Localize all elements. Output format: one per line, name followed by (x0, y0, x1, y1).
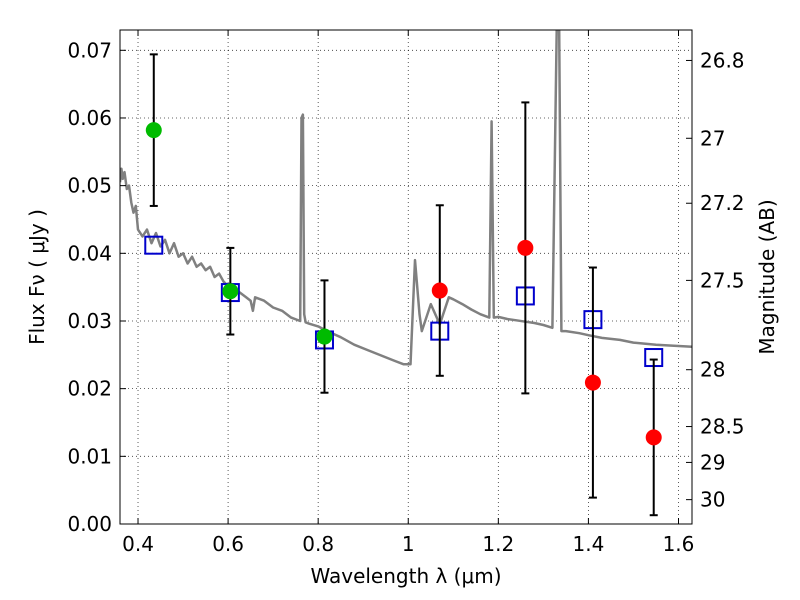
y-tick-label: 0.06 (67, 106, 112, 130)
right-tick-label: 27 (700, 126, 725, 150)
data-point (431, 282, 448, 299)
y-tick-label: 0.07 (67, 38, 112, 62)
right-tick-label: 29 (700, 450, 725, 474)
right-tick-label: 30 (700, 488, 725, 512)
y-tick-label: 0.01 (67, 444, 112, 468)
axes-frame (119, 29, 693, 525)
y-axis-label: Flux Fν ( μJy ) (25, 209, 49, 345)
y-tick-label: 0.03 (67, 309, 112, 333)
x-tick-label: 1.6 (663, 532, 695, 556)
y-tick-label: 0.04 (67, 241, 112, 265)
data-point (145, 122, 162, 139)
right-tick-label: 28.5 (700, 415, 745, 439)
x-tick-label: 0.6 (212, 532, 244, 556)
x-tick-label: 1.4 (573, 532, 605, 556)
right-axis-label: Magnitude (AB) (755, 199, 779, 354)
data-point (316, 328, 333, 345)
x-tick-label: 1 (402, 532, 415, 556)
right-tick-label: 26.8 (700, 48, 745, 72)
model-photometry-square (144, 235, 164, 255)
x-tick-label: 1.2 (482, 532, 514, 556)
data-point (645, 429, 662, 446)
data-point (517, 239, 534, 256)
y-tick-label: 0.02 (67, 377, 112, 401)
data-point (222, 283, 239, 300)
y-tick-label: 0.00 (67, 512, 112, 536)
model-sed-line (120, 30, 692, 366)
ticks: 0.4 0.6 0.8 1 1.2 1.4 1.6 0.00 0.01 0.02 0.03 0.04 0… (67, 30, 745, 556)
x-tick-label: 0.4 (122, 532, 154, 556)
data-point (584, 374, 601, 391)
x-tick-label: 0.8 (302, 532, 334, 556)
right-tick-label: 27.2 (700, 191, 745, 215)
y-tick-label: 0.05 (67, 174, 112, 198)
right-tick-label: 28 (700, 358, 725, 382)
plot-area (120, 30, 692, 517)
right-tick-label: 27.5 (700, 268, 745, 292)
x-axis-label: Wavelength λ (μm) (310, 564, 501, 588)
